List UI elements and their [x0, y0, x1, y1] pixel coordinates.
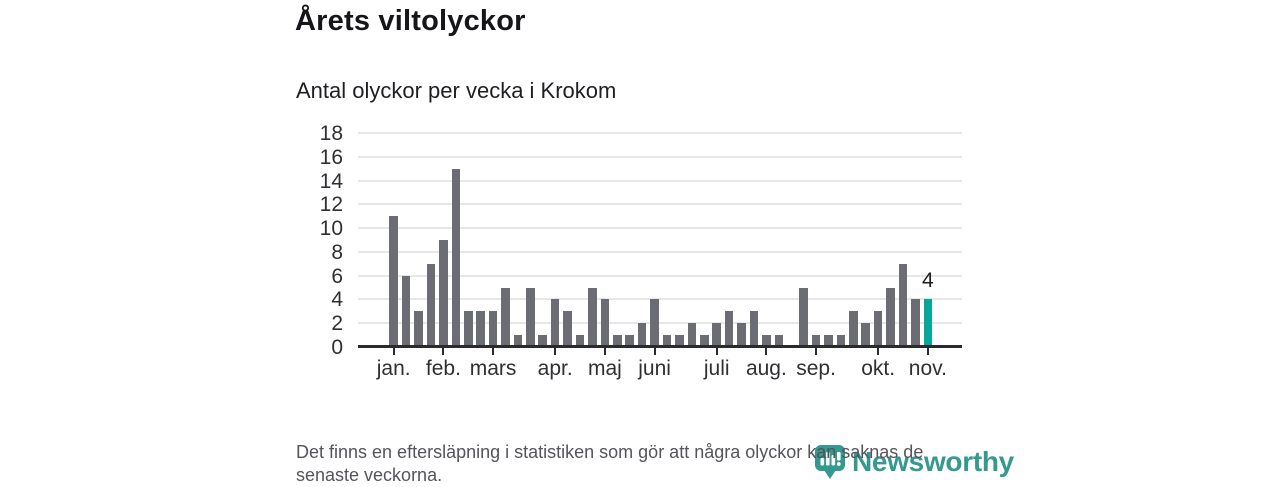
bar-week	[886, 287, 895, 347]
x-axis-month-label: okt.	[861, 357, 896, 380]
y-axis-tick-label: 2	[331, 312, 343, 336]
x-axis-month-label: sep.	[796, 357, 836, 380]
x-axis-tick	[603, 348, 606, 355]
x-axis-tick	[926, 348, 929, 355]
bar-week	[414, 311, 423, 347]
bar-week	[712, 323, 721, 347]
x-axis-tick	[492, 348, 495, 355]
bar-week	[911, 299, 920, 347]
bar-week	[575, 335, 585, 347]
bar-week	[613, 335, 622, 347]
bar-week	[699, 335, 709, 347]
bar-week	[476, 311, 485, 347]
bar-week	[563, 311, 572, 347]
bar-chart: 0 2 4 6 8 10 12 14 16 18 4 jan. feb. mars apr. maj jun…	[320, 123, 962, 380]
x-axis-month-label: maj	[587, 357, 622, 380]
x-axis-month-label: feb.	[425, 357, 461, 380]
newsworthy-logo: Newsworthy	[814, 444, 1014, 480]
bar-week	[662, 335, 672, 347]
y-axis-tick-label: 6	[331, 264, 343, 288]
y-axis-tick-label: 18	[319, 122, 343, 145]
x-axis-month-label: nov.	[908, 357, 947, 380]
y-axis-tick-label: 0	[331, 336, 343, 359]
bar-week	[600, 299, 610, 347]
gridline	[358, 203, 962, 206]
x-axis-month-label: mars	[469, 357, 517, 380]
x-axis-tick	[877, 348, 880, 355]
bar-week	[463, 311, 473, 347]
gridline	[358, 179, 962, 182]
y-axis-tick-label: 10	[319, 217, 343, 241]
bar-week	[849, 311, 858, 347]
bar-week	[439, 240, 448, 347]
bar-week	[811, 335, 821, 347]
bar-week	[526, 287, 535, 347]
x-axis-tick	[442, 348, 445, 355]
bar-week	[488, 311, 498, 347]
gridline	[358, 322, 962, 325]
y-axis-tick-label: 12	[319, 193, 343, 217]
chart-title: Årets viltolyckor	[295, 5, 526, 37]
bar-week	[774, 335, 784, 347]
x-axis-month-label: juli	[703, 357, 730, 380]
bar-week	[799, 287, 808, 347]
bar-week	[762, 335, 771, 347]
bar-week	[588, 287, 597, 347]
highlight-value-label: 4	[922, 269, 934, 293]
bar-week	[861, 323, 871, 347]
bar-week	[501, 287, 510, 347]
gridline	[358, 250, 962, 253]
bar-week	[550, 299, 560, 347]
bar-week	[625, 335, 635, 347]
x-axis-month-label: juni	[638, 357, 671, 380]
bar-week	[389, 216, 398, 347]
x-axis-month-label: jan.	[376, 357, 411, 380]
bar-week	[836, 335, 846, 347]
chart-subtitle: Antal olyckor per vecka i Krokom	[296, 78, 617, 103]
bar-week	[401, 275, 411, 347]
newsworthy-pin-chart-icon	[815, 445, 845, 479]
bar-week	[426, 263, 436, 347]
bar-week	[898, 263, 908, 347]
gridline	[358, 132, 962, 134]
bar-week	[724, 311, 734, 347]
bar-week	[513, 335, 523, 347]
x-axis-tick	[715, 348, 718, 355]
bar-week	[637, 323, 647, 347]
bar-week	[737, 323, 746, 347]
x-axis-month-label: apr.	[537, 357, 573, 380]
y-axis-tick-label: 4	[331, 288, 343, 312]
newsworthy-logo-text: Newsworthy	[852, 446, 1014, 477]
gridline	[358, 274, 962, 277]
x-axis-month-label: aug.	[745, 357, 787, 380]
bar-week	[749, 311, 759, 347]
x-axis-tick	[653, 348, 656, 355]
footer-note: Det finns en eftersläpning i statistiken…	[296, 442, 924, 485]
gridline	[358, 155, 962, 158]
x-axis-tick	[554, 348, 557, 355]
bar-week	[687, 323, 697, 347]
x-axis-tick	[765, 348, 768, 355]
x-axis-tick	[815, 348, 818, 355]
gridline	[358, 298, 962, 301]
bar-week	[675, 335, 684, 347]
bar-current-week	[923, 299, 933, 347]
bar-week	[650, 299, 659, 347]
bar-week	[451, 168, 461, 347]
y-axis-tick-label: 16	[319, 145, 343, 169]
gridline	[358, 227, 962, 230]
bar-week	[824, 335, 833, 347]
x-axis-tick	[392, 348, 395, 355]
bar-week	[538, 335, 548, 347]
y-axis-tick-label: 8	[331, 240, 343, 264]
y-axis-tick-label: 14	[319, 169, 343, 193]
x-axis-baseline	[358, 345, 962, 348]
bar-week	[873, 311, 883, 347]
